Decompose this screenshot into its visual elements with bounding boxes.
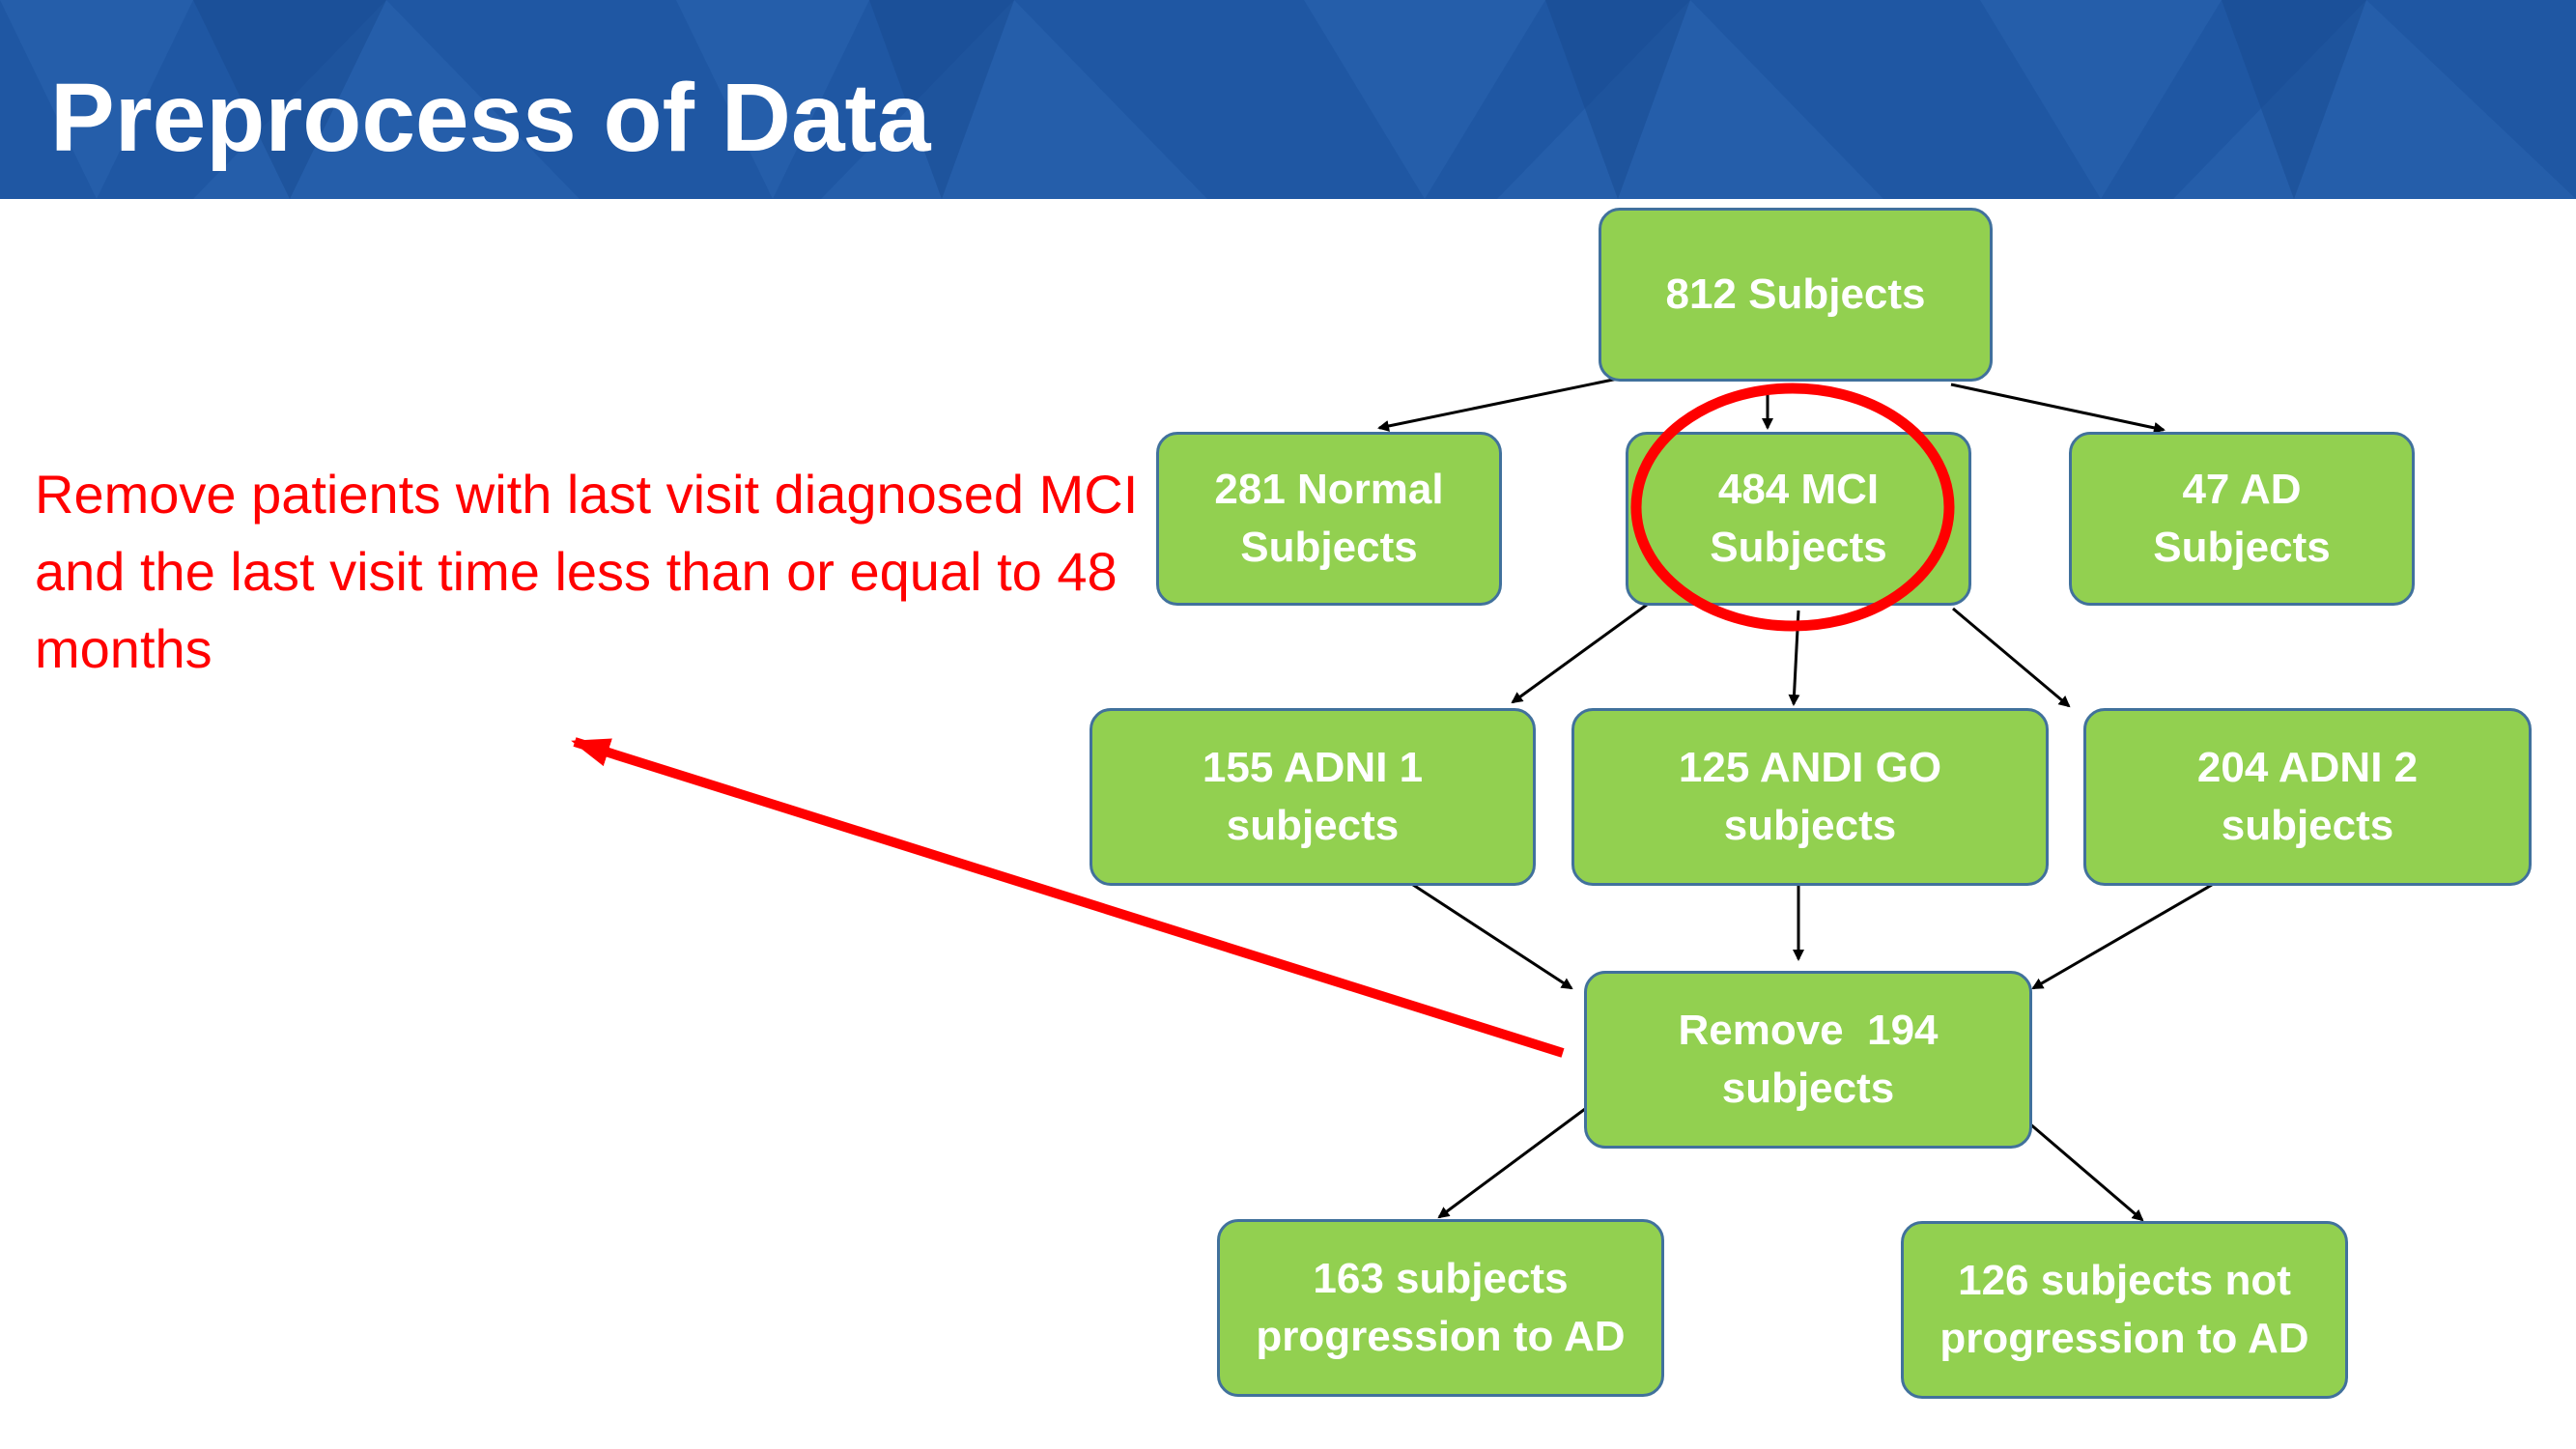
node-remove-subjects: Remove 194 subjects	[1584, 971, 2032, 1149]
node-ad-line2: Subjects	[2153, 524, 2331, 571]
node-no-progression: 126 subjects not progression to AD	[1901, 1221, 2348, 1399]
node-adnigo-line2: subjects	[1723, 802, 1897, 849]
node-mci-subjects: 484 MCI Subjects	[1626, 432, 1971, 606]
node-mci-line2: Subjects	[1710, 524, 1887, 571]
node-remove-line1: Remove 194	[1678, 1007, 1939, 1054]
node-adni2-line2: subjects	[2221, 802, 2394, 849]
annotation-note: Remove patients with last visit diagnose…	[35, 464, 1139, 679]
node-adnigo-line1: 125 ANDI GO	[1678, 744, 1942, 791]
arrow-total-normal	[1377, 377, 1619, 432]
node-adni1-subjects: 155 ADNI 1 subjects	[1090, 708, 1536, 886]
arrow-remove-progression	[1437, 1107, 1586, 1219]
node-ad-subjects: 47 AD Subjects	[2069, 432, 2415, 606]
arrow-remove-no-progression	[2027, 1121, 2144, 1222]
slide-header: Preprocess of Data	[0, 0, 2576, 199]
node-adni2-subjects: 204 ADNI 2 subjects	[2083, 708, 2532, 886]
arrow-mci-adni2	[1952, 607, 2071, 708]
node-total-line1: 812 Subjects	[1665, 270, 1926, 318]
slide-title: Preprocess of Data	[50, 64, 931, 172]
node-normal-subjects: 281 Normal Subjects	[1156, 432, 1502, 606]
node-ad-line1: 47 AD	[2182, 466, 2302, 513]
node-normal-line1: 281 Normal	[1214, 466, 1444, 513]
header-pattern	[0, 0, 2576, 199]
node-progression: 163 subjects progression to AD	[1217, 1219, 1664, 1397]
arrow-mci-adnigo	[1788, 610, 1800, 706]
arrow-adni1-remove	[1409, 881, 1573, 990]
node-adni1-line2: subjects	[1226, 802, 1400, 849]
node-adni2-line1: 204 ADNI 2	[2196, 744, 2419, 791]
node-mci-line1: 484 MCI	[1717, 466, 1880, 513]
node-normal-line2: Subjects	[1240, 524, 1418, 571]
node-total-subjects: 812 Subjects	[1599, 208, 1993, 382]
arrow-total-ad	[1950, 383, 2166, 434]
arrow-adni2-remove	[2031, 883, 2213, 990]
node-progression-line1: 163 subjects	[1313, 1255, 1569, 1302]
node-progression-line2: progression to AD	[1256, 1313, 1626, 1360]
node-adni1-line1: 155 ADNI 1	[1202, 744, 1424, 791]
arrow-mci-adni1	[1511, 603, 1648, 704]
node-adnigo-subjects: 125 ANDI GO subjects	[1571, 708, 2049, 886]
node-remove-line2: subjects	[1721, 1065, 1895, 1112]
node-no-progression-line1: 126 subjects not	[1958, 1257, 2291, 1304]
node-no-progression-line2: progression to AD	[1939, 1315, 2309, 1362]
